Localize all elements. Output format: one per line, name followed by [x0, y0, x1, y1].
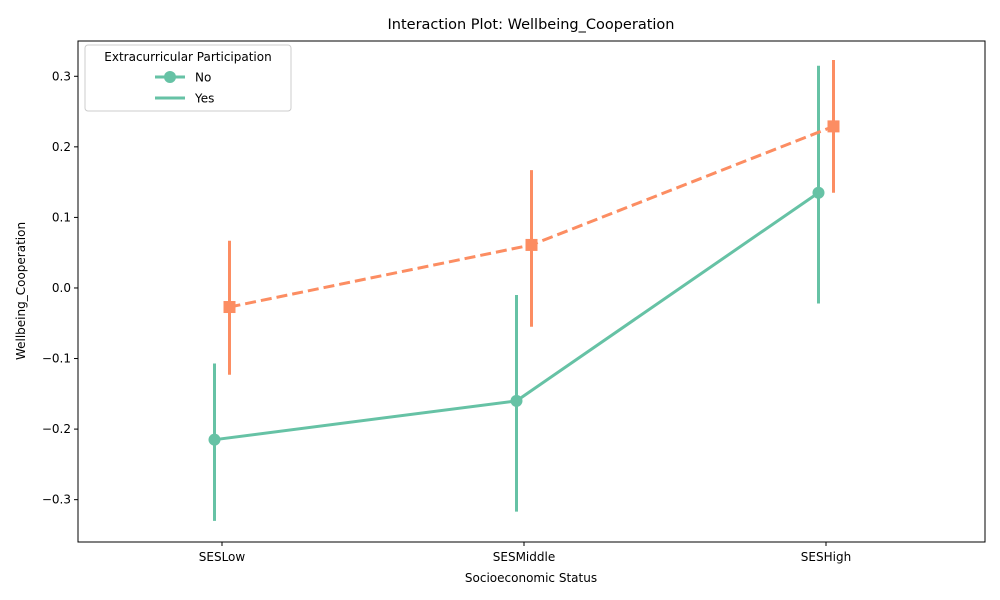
plot-area — [208, 60, 840, 521]
y-tick-label: −0.2 — [42, 422, 71, 436]
chart-title: Interaction Plot: Wellbeing_Cooperation — [388, 17, 675, 33]
legend-label-no: No — [195, 71, 211, 85]
legend-title: Extracurricular Participation — [104, 50, 271, 64]
data-point-no — [510, 394, 523, 407]
y-tick-label: −0.3 — [42, 493, 71, 507]
data-point-yes — [525, 238, 538, 251]
y-tick-label: 0.0 — [52, 281, 71, 295]
x-tick-label: SESLow — [199, 550, 246, 564]
data-point-yes — [827, 120, 840, 133]
legend-frame — [84, 44, 292, 112]
y-tick-label: 0.1 — [52, 210, 71, 224]
legend-marker-no — [164, 71, 176, 83]
data-point-no — [812, 186, 825, 199]
y-tick-label: 0.2 — [52, 140, 71, 154]
y-tick-label: −0.1 — [42, 352, 71, 366]
axes-frame — [77, 40, 986, 543]
x-tick-label: SESMiddle — [493, 550, 555, 564]
series-yes — [223, 60, 840, 375]
y-tick-label: 0.3 — [52, 69, 71, 83]
legend-label-yes: Yes — [194, 92, 214, 106]
data-point-yes — [223, 301, 236, 314]
series-no — [208, 65, 825, 521]
x-axis-label: Socioeconomic Status — [465, 571, 597, 585]
y-axis-label: Wellbeing_Cooperation — [14, 222, 28, 360]
data-point-no — [208, 433, 221, 446]
x-tick-label: SESHigh — [801, 550, 851, 564]
y-axis: −0.3 −0.2 −0.1 0.0 0.1 0.2 0.3 — [42, 69, 78, 507]
legend: Extracurricular Participation No Yes — [84, 44, 292, 112]
x-axis: SESLow SESMiddle SESHigh — [199, 542, 851, 564]
